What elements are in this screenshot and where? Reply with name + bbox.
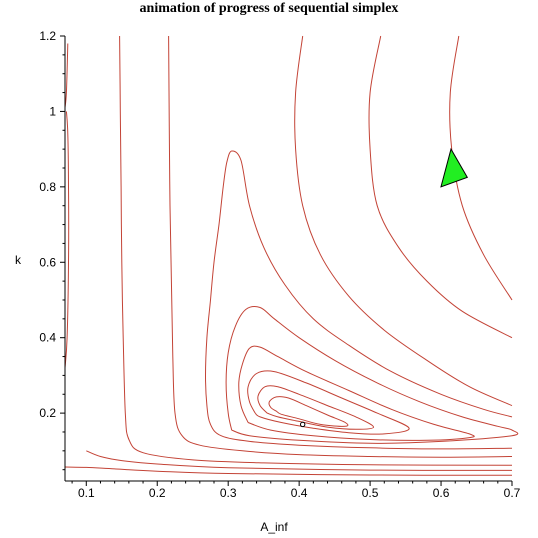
contour-line-10 [64,466,513,476]
x-tick-label-0.4: 0.4 [291,486,308,500]
x-tick-label-0.1: 0.1 [78,486,95,500]
y-axis-label: k [15,253,22,267]
contour-line-5 [225,306,519,444]
contour-line-8 [119,35,513,466]
x-tick-label-0.2: 0.2 [149,486,166,500]
y-tick-label-0.4: 0.4 [39,331,56,345]
contour-line-14 [64,111,70,368]
y-tick-label-0.2: 0.2 [39,406,56,420]
contour-lines [64,35,519,476]
contour-line-4 [238,345,475,441]
x-axis-label: A_inf [260,520,288,534]
contour-line-7 [168,35,513,458]
y-tick-label-1: 1 [49,104,56,118]
contour-line-11 [294,35,513,407]
y-tick-label-1.2: 1.2 [39,29,56,43]
contour-line-12 [368,35,513,339]
simplex-triangle [440,147,469,188]
x-tick-label-0.5: 0.5 [362,486,379,500]
contour-line-1 [268,396,349,427]
contour-line-3 [247,370,410,435]
x-tick-label-0.6: 0.6 [433,486,450,500]
y-tick-label-0.8: 0.8 [39,180,56,194]
marks [299,147,469,428]
chart-title: animation of progress of sequential simp… [139,1,399,16]
x-tick-label-0.3: 0.3 [220,486,237,500]
contour-line-2 [257,385,375,430]
axes: 0.1 0.2 0.3 0.4 0.5 0.6 0.7 0.2 0.4 0.6 0.8 1 1.2 [39,29,520,500]
minimum-point [299,421,306,428]
contour-line-9 [86,450,513,471]
x-tick-label-0.7: 0.7 [504,486,521,500]
y-tick-label-0.6: 0.6 [39,255,56,269]
contour-line-6 [204,150,513,450]
